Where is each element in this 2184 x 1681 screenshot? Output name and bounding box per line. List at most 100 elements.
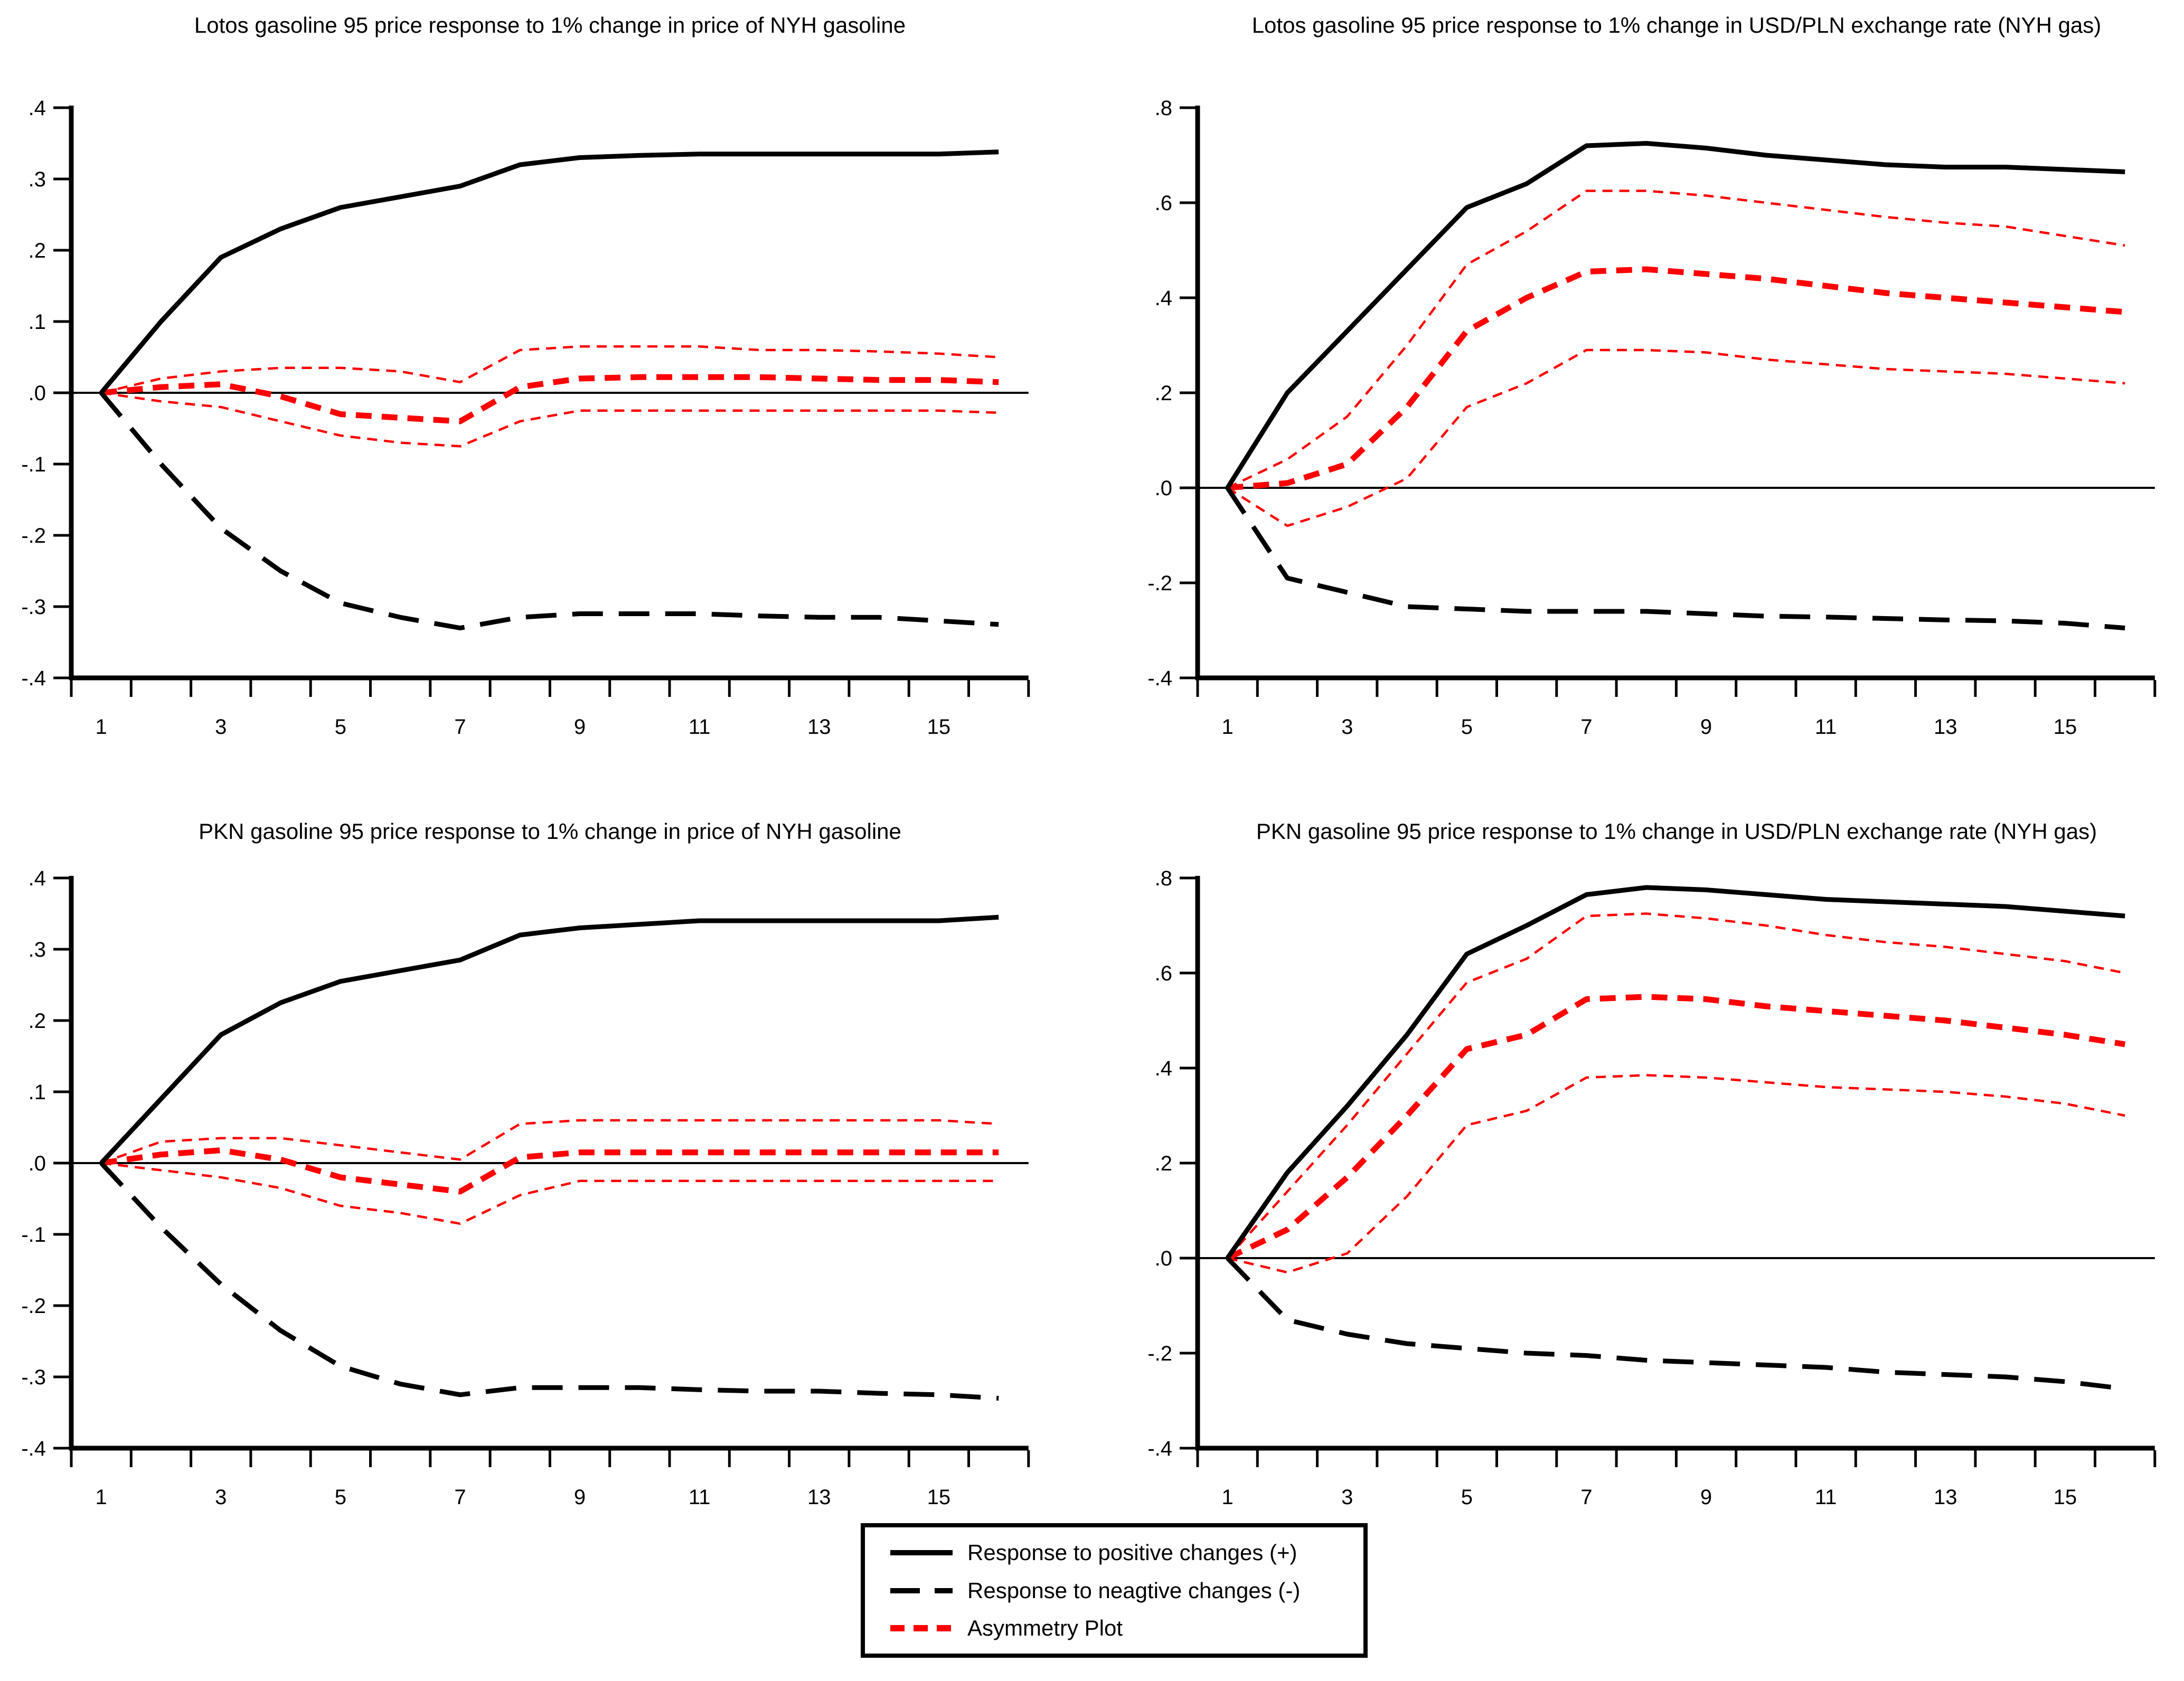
x-tick-label: 3 xyxy=(1341,715,1353,739)
y-tick-label: .1 xyxy=(29,310,46,334)
x-tick-label: 3 xyxy=(215,1486,227,1509)
x-tick-label: 11 xyxy=(1815,715,1837,739)
x-tick-label: 5 xyxy=(335,715,346,739)
x-tick-label: 9 xyxy=(574,1486,586,1509)
x-tick-label: 1 xyxy=(96,1486,107,1509)
y-tick-label: -.2 xyxy=(1147,572,1172,595)
y-tick-label: .2 xyxy=(29,239,46,262)
y-tick-label: -.4 xyxy=(21,1437,46,1460)
x-tick-label: 15 xyxy=(2054,715,2077,739)
positive-line xyxy=(99,914,999,1165)
chart-pkn-usdpln: .8.6.4.2.0 -.2 -.4 1 3 5 7 9 11 13 15 PKN gasoline… xyxy=(1092,770,2184,1541)
band-upper-line xyxy=(1226,912,2125,1259)
y-tick-label: .2 xyxy=(29,1009,46,1033)
band-upper-line xyxy=(100,1119,999,1165)
x-tick-label: 11 xyxy=(689,1486,711,1509)
x-tick-label: 15 xyxy=(927,1486,951,1509)
chart-pkn-usdpln-plot: .8.6.4.2.0-.2-.41 3 5 7 9 11 13 15 xyxy=(1147,867,2157,1509)
x-tick-label: 5 xyxy=(1461,1486,1473,1509)
legend: Response to positive changes (+) Respons… xyxy=(861,1523,1368,1658)
positive-line xyxy=(1225,141,2125,489)
x-tick-label: 7 xyxy=(454,1486,466,1509)
solid-line-swatch-icon xyxy=(890,1550,953,1555)
y-tick-label: .3 xyxy=(29,938,46,961)
x-tick-label: 1 xyxy=(96,715,107,739)
negative-line xyxy=(1226,1256,2125,1391)
red-dashed-line-swatch-icon xyxy=(890,1625,953,1632)
asymmetry-line xyxy=(100,1147,999,1195)
x-tick-label: 13 xyxy=(1934,715,1957,739)
band-upper-line xyxy=(101,345,999,394)
x-tick-label: 3 xyxy=(1341,1486,1353,1509)
x-tick-label: 1 xyxy=(1222,715,1234,739)
band-lower-line xyxy=(101,1161,999,1225)
x-tick-label: 3 xyxy=(215,715,227,739)
dashed-line-swatch-icon xyxy=(890,1588,953,1593)
chart-pkn-nyh-gasoline: .4.3.2.1.0 -.1 -.2 -.3 -.4 1 3 5 7 9 11 13 15 PKN ga… xyxy=(0,770,1092,1541)
legend-item-negative: Response to neagtive changes (-) xyxy=(890,1578,1363,1603)
y-tick-label: .8 xyxy=(1155,867,1172,890)
y-tick-label: -.4 xyxy=(1147,1437,1172,1460)
y-tick-label: -.1 xyxy=(21,453,46,476)
band-upper-line xyxy=(1227,190,2125,489)
y-tick-label: -.2 xyxy=(1147,1342,1172,1365)
y-tick-label: -.4 xyxy=(1147,667,1172,690)
y-tick-label: .2 xyxy=(1155,382,1172,405)
asymmetry-line xyxy=(101,374,999,424)
y-tick-label: .3 xyxy=(29,168,46,191)
y-tick-label: .0 xyxy=(1155,477,1172,500)
band-lower-line xyxy=(1227,1074,2125,1274)
chart-lotos-nyh-gasoline-plot: .4.3.2.1.0-.1-.2-.3-.41 3 5 7 9 11 13 15 xyxy=(21,97,1030,739)
chart-title: PKN gasoline 95 price response to 1% cha… xyxy=(1256,819,2097,844)
y-tick-label: .0 xyxy=(1155,1247,1172,1270)
x-tick-label: 1 xyxy=(1222,1486,1234,1509)
y-tick-label: .6 xyxy=(1155,962,1172,985)
x-tick-label: 15 xyxy=(2054,1486,2077,1509)
x-tick-label: 7 xyxy=(1580,1486,1592,1509)
y-tick-label: -.1 xyxy=(21,1223,46,1246)
positive-line xyxy=(99,149,999,394)
x-tick-label: 7 xyxy=(1580,715,1592,739)
negative-line xyxy=(99,1161,999,1401)
x-tick-label: 9 xyxy=(1700,715,1712,739)
chart-title: PKN gasoline 95 price response to 1% cha… xyxy=(199,819,901,844)
y-tick-label: .2 xyxy=(1155,1152,1172,1175)
asymmetry-line xyxy=(1226,994,2126,1261)
y-tick-label: .4 xyxy=(29,867,46,890)
chart-title: Lotos gasoline 95 price response to 1% c… xyxy=(1251,13,2102,37)
x-tick-label: 13 xyxy=(1934,1486,1957,1509)
x-tick-label: 13 xyxy=(807,715,831,739)
y-tick-label: .8 xyxy=(1155,97,1172,120)
y-tick-label: -.3 xyxy=(21,1366,46,1389)
band-lower-line xyxy=(101,391,999,448)
y-tick-label: -.3 xyxy=(21,596,46,619)
y-tick-label: -.2 xyxy=(21,524,46,547)
x-tick-label: 11 xyxy=(689,715,711,739)
legend-item-asymmetry: Asymmetry Plot xyxy=(890,1616,1363,1641)
x-tick-label: 11 xyxy=(1815,1486,1837,1509)
negative-line xyxy=(1225,486,2125,630)
y-tick-label: .0 xyxy=(29,1152,46,1175)
x-tick-label: 13 xyxy=(807,1486,831,1509)
chart-lotos-usdpln: .8.6.4.2.0 -.2 -.4 1 3 5 7 9 11 13 15 Lotos gasoli… xyxy=(1092,0,2184,770)
x-tick-label: 15 xyxy=(927,715,951,739)
chart-lotos-nyh-gasoline: .4.3.2.1.0 -.1 -.2 -.3 -.4 1 3 5 7 9 11 13 15 Lotos … xyxy=(0,0,1092,770)
legend-item-positive: Response to positive changes (+) xyxy=(890,1540,1363,1565)
x-tick-label: 9 xyxy=(574,715,586,739)
chart-lotos-usdpln-plot: .8.6.4.2.0-.2-.41 3 5 7 9 11 13 15 xyxy=(1147,97,2157,739)
legend-label: Response to positive changes (+) xyxy=(967,1540,1297,1565)
x-tick-label: 5 xyxy=(335,1486,346,1509)
positive-line xyxy=(1225,885,2125,1260)
band-lower-line xyxy=(1227,348,2125,527)
x-tick-label: 7 xyxy=(454,715,466,739)
chart-pkn-nyh-gasoline-plot: .4.3.2.1.0-.1-.2-.3-.41 3 5 7 9 11 13 15 xyxy=(21,867,1030,1509)
y-tick-label: .4 xyxy=(1155,287,1172,310)
negative-line xyxy=(99,391,999,630)
y-tick-label: -.2 xyxy=(21,1295,46,1318)
asymmetry-line xyxy=(1227,266,2125,491)
y-tick-label: .4 xyxy=(1155,1057,1172,1080)
x-tick-label: 5 xyxy=(1461,715,1473,739)
y-tick-label: .6 xyxy=(1155,192,1172,215)
x-tick-label: 9 xyxy=(1700,1486,1712,1509)
